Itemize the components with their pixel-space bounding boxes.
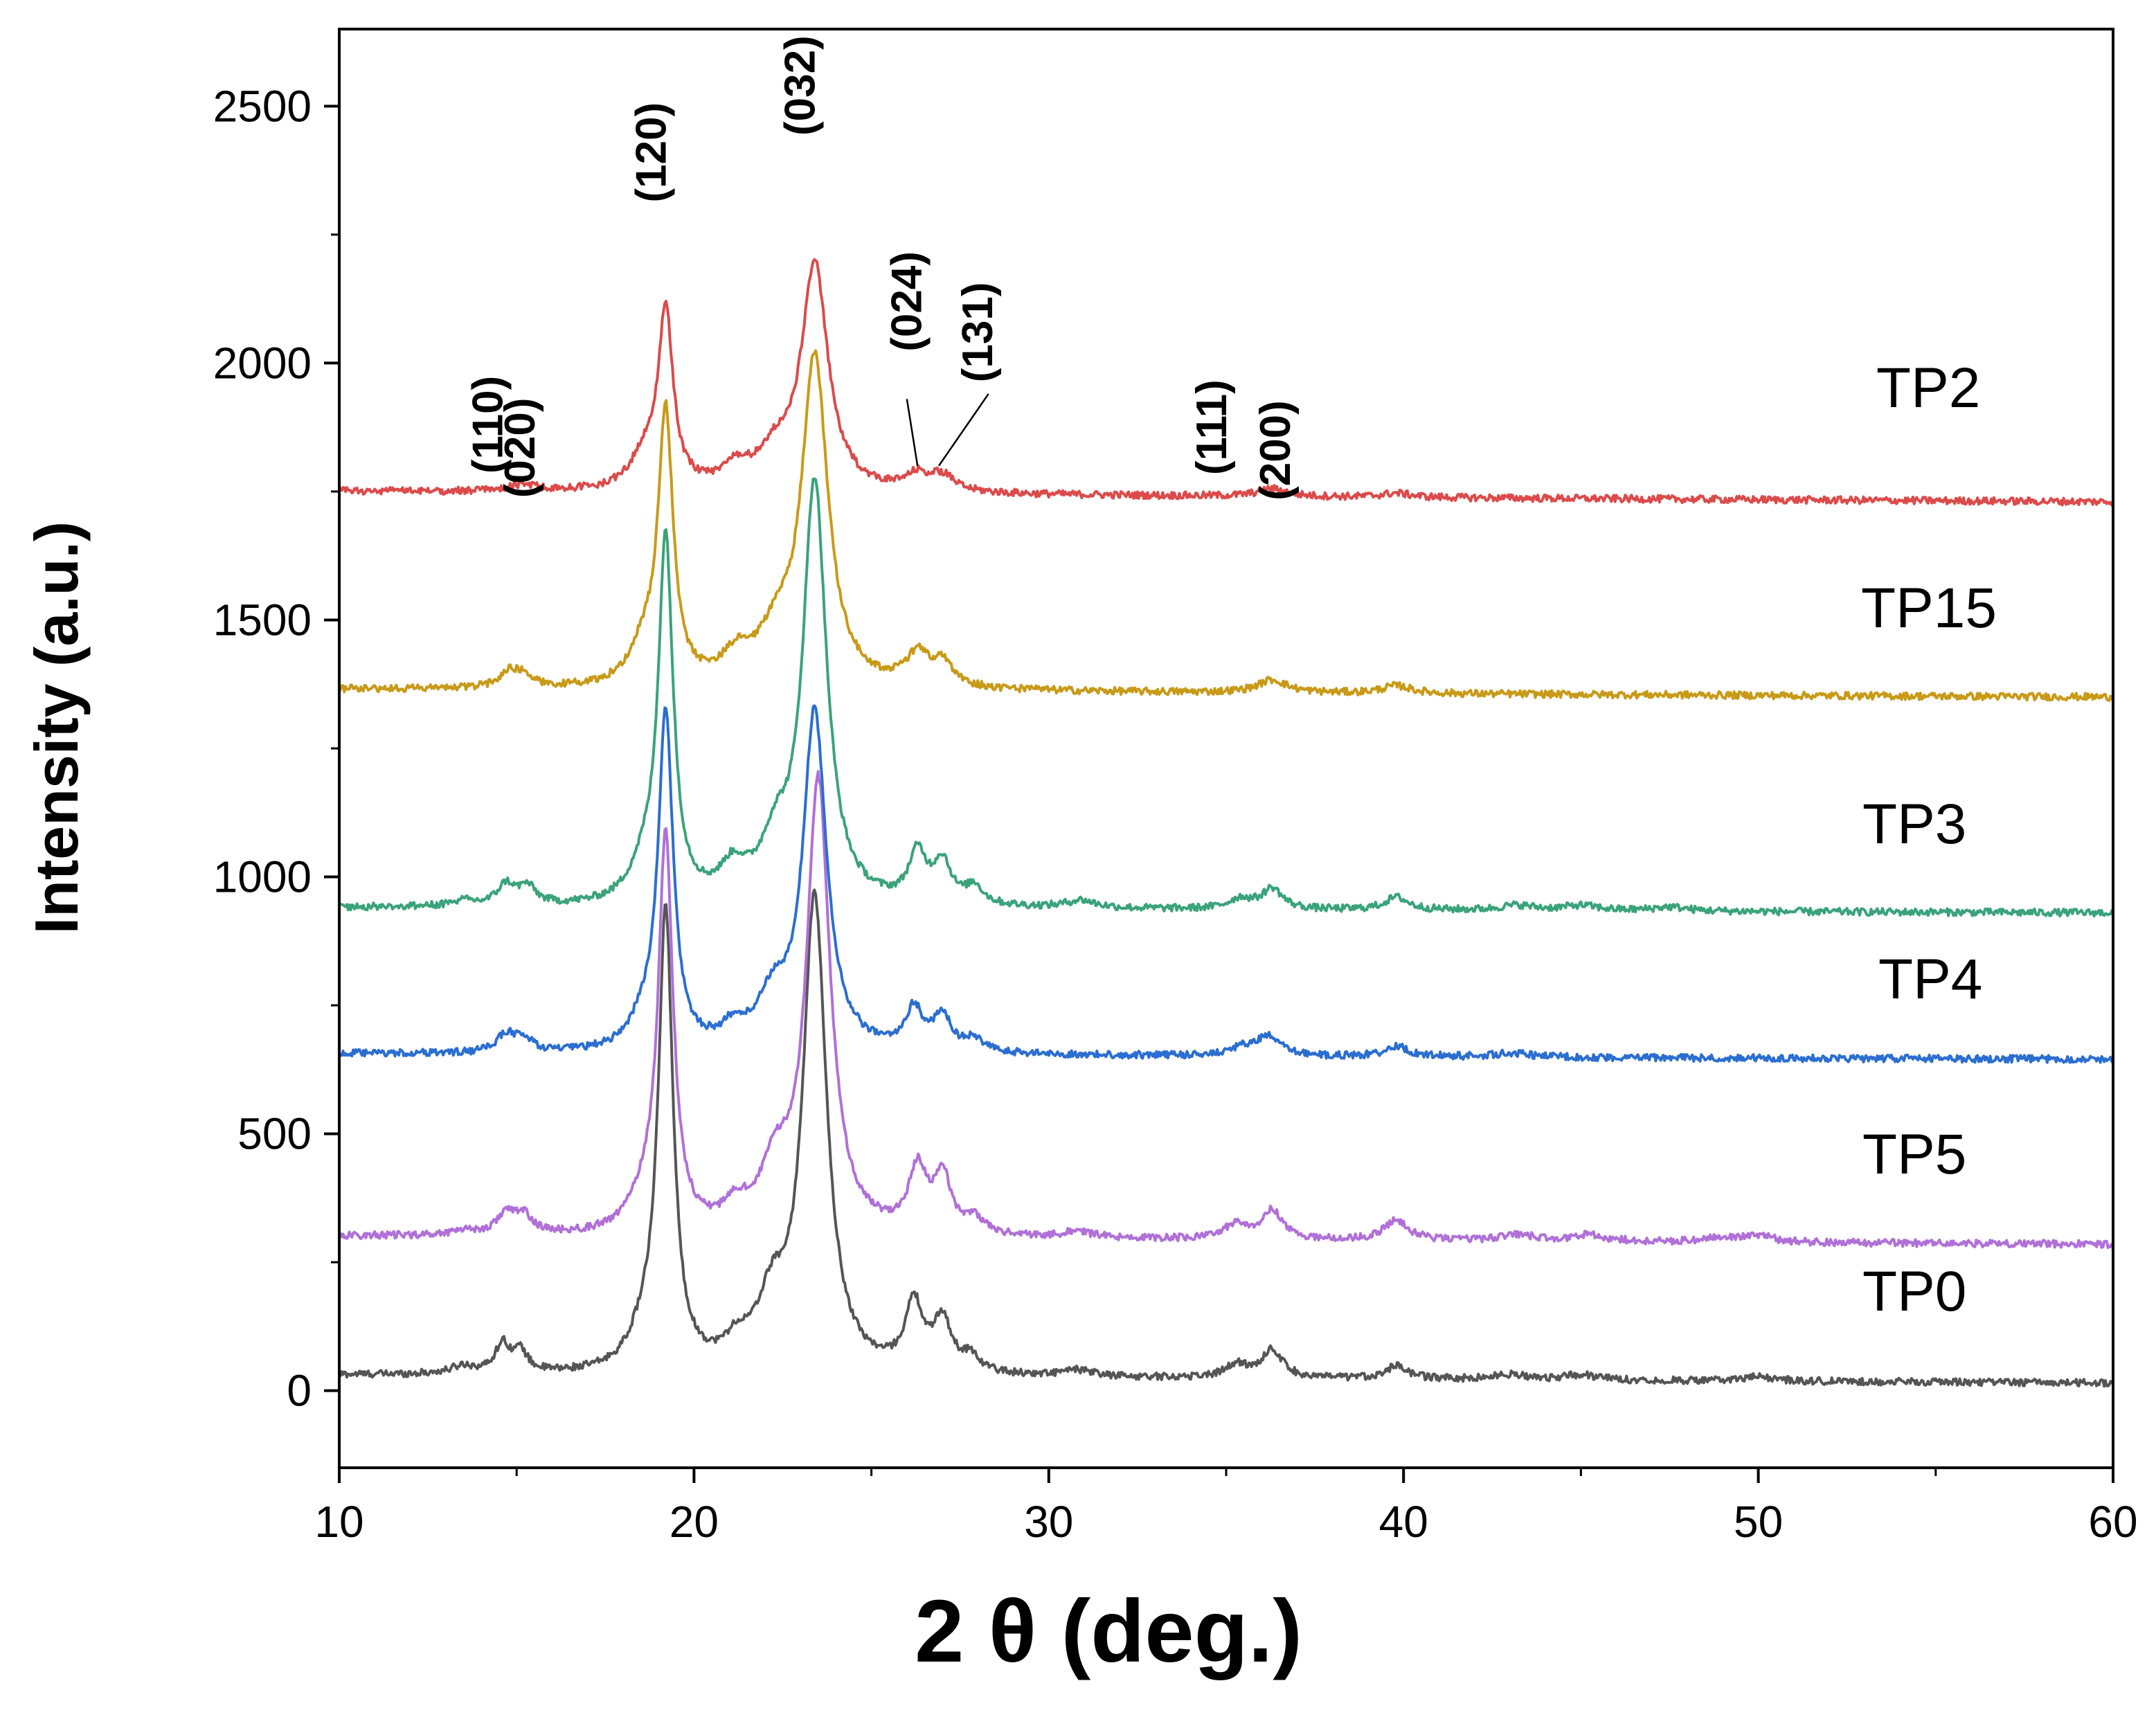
series-line-tp4: [338, 704, 2114, 1064]
x-tick-label: 20: [670, 1497, 719, 1547]
annotation-leader-line: [906, 399, 919, 467]
peak-annotation: (111): [1188, 379, 1236, 475]
x-axis-title: 2 θ (deg.): [915, 1582, 1302, 1681]
y-axis-title: Intensity (a.u.): [22, 521, 91, 935]
peak-annotation: (032): [777, 35, 825, 136]
x-tick-label: 10: [314, 1497, 363, 1547]
x-tick-label: 40: [1379, 1497, 1428, 1547]
series-line-tp3: [339, 477, 2114, 918]
peak-annotation: (131): [954, 282, 1002, 382]
series-label-tp3: TP3: [1862, 793, 1966, 856]
peak-annotation: (024): [883, 251, 931, 352]
annotation-leader-line: [937, 393, 989, 467]
peak-annotation: (020): [496, 397, 544, 498]
labels: 2 θ (deg.) Intensity (a.u.) TP2 TP15 TP3 TP4 T…: [22, 35, 1997, 1681]
series-label-tp4: TP4: [1878, 948, 1982, 1011]
series-label-tp15: TP15: [1861, 577, 1997, 640]
y-tick-label: 2000: [213, 338, 312, 388]
series-line-tp0: [338, 888, 2114, 1388]
y-tick-label: 500: [237, 1109, 312, 1159]
y-tick-label: 1000: [213, 852, 312, 902]
x-tick-label: 30: [1024, 1497, 1073, 1547]
series-label-tp2: TP2: [1876, 357, 1980, 420]
x-tick-label: 50: [1734, 1497, 1783, 1547]
series-label-tp5: TP5: [1862, 1123, 1966, 1186]
y-tick-label: 0: [287, 1366, 312, 1416]
series-line-tp15: [338, 349, 2114, 702]
x-tick-label: 60: [2088, 1497, 2137, 1547]
series-label-tp0: TP0: [1862, 1260, 1966, 1323]
y-tick-label: 2500: [213, 81, 312, 131]
peak-annotation: (200): [1252, 400, 1300, 501]
peak-annotation: (120): [627, 102, 675, 203]
series-line-tp2: [338, 258, 2114, 507]
plot-content: [338, 258, 2114, 1388]
axes: 10 20 30 40 50 60 0 500 1000 1500 2000 2500: [213, 81, 2138, 1547]
series-line-tp5: [338, 770, 2114, 1250]
peak-annotation: (110): [465, 376, 512, 474]
y-tick-label: 1500: [213, 595, 312, 645]
